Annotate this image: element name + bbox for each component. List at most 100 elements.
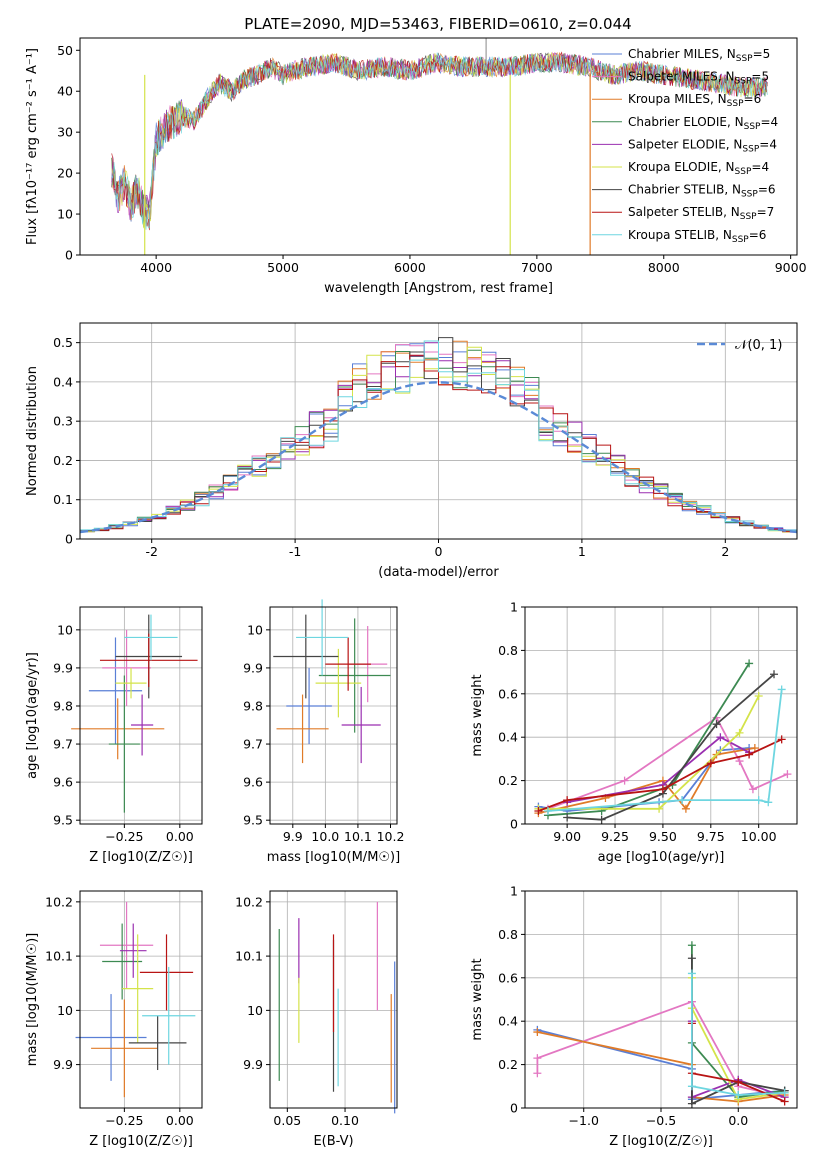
axes-frame [524, 890, 798, 1109]
plot-area [75, 901, 196, 1098]
legend-label: Salpeter STELIB, NSSP=7 [628, 205, 774, 222]
y-tick-label: 9.9 [243, 660, 263, 675]
y-tick-label: 10 [57, 622, 73, 637]
data-point-marker [783, 770, 792, 779]
plot-area [534, 659, 792, 824]
y-axis-label: mass weight [470, 958, 485, 1040]
y-tick-label: 10 [247, 622, 263, 637]
plot-area [111, 38, 768, 255]
x-tick-label: 10.2 [377, 829, 405, 844]
x-axis-label: Z [log10(Z/Z☉)] [609, 1134, 713, 1149]
x-tick-label: −1.0 [569, 1113, 599, 1128]
axes-frame [269, 890, 398, 1109]
data-point-marker [658, 785, 667, 794]
y-tick-label: 9.9 [243, 1057, 263, 1072]
figure-title: PLATE=2090, MJD=53463, FIBERID=0610, z=0… [244, 15, 631, 33]
y-tick-label: 30 [57, 125, 73, 140]
panel-mass-vs-Z: −0.25 0.00 9.9 10 10.1 10.2 Z [log10(Z/Z☉)] mas… [25, 890, 203, 1149]
data-point-marker [754, 691, 763, 700]
data-point-marker [754, 796, 763, 805]
data-point-marker [748, 785, 757, 794]
y-tick-label: 0.2 [53, 453, 73, 468]
x-tick-label: 1 [578, 544, 586, 559]
y-tick-label: 10 [57, 1003, 73, 1018]
x-axis-label: (data-model)/error [378, 565, 499, 580]
data-point-marker [687, 1099, 696, 1108]
y-tick-label: 0.1 [53, 492, 73, 507]
x-tick-label: 8000 [648, 260, 680, 275]
x-tick-label: 0.10 [331, 1113, 359, 1128]
x-tick-label: 0.00 [166, 829, 194, 844]
weight-series [691, 973, 785, 1096]
data-point-marker [597, 815, 606, 824]
y-axis-label: age [log10(age/yr)] [25, 652, 40, 779]
y-tick-label: 9.9 [53, 1057, 73, 1072]
x-axis-label: Z [log10(Z/Z☉)] [89, 850, 193, 865]
y-tick-label: 0.2 [498, 773, 518, 788]
histogram-series [80, 354, 797, 532]
x-tick-label: −0.5 [646, 1113, 676, 1128]
data-point-marker [734, 1077, 743, 1086]
axes-frame [79, 890, 203, 1109]
y-tick-label: 0.4 [53, 374, 73, 389]
panel-age-vs-mass: 9.9 10.0 10.1 10.2 9.5 9.6 9.7 9.8 9.9 10 mass [lo… [243, 599, 404, 865]
y-tick-label: 0.4 [498, 730, 518, 745]
plot-area [278, 901, 396, 1114]
y-tick-label: 9.8 [243, 698, 263, 713]
panel-age-vs-Z: −0.25 0.00 9.5 9.6 9.7 9.8 9.9 10 Z [log10(Z/Z☉)… [25, 606, 203, 865]
data-point-marker [681, 804, 690, 813]
legend-label: Kroupa ELODIE, NSSP=4 [628, 160, 769, 177]
y-tick-label: 0.8 [498, 927, 518, 942]
panel-residuals: -2 -1 0 1 2 0 0.1 0.2 0.3 0.4 0.5 (data-model)/erro… [25, 322, 798, 580]
legend-label: Chabrier ELODIE, NSSP=4 [628, 115, 778, 132]
data-point-marker [533, 1028, 542, 1037]
data-point-marker [533, 1069, 542, 1078]
x-tick-label: 9.50 [649, 829, 677, 844]
legend-label: Kroupa STELIB, NSSP=6 [628, 228, 766, 245]
data-point-marker [780, 1088, 789, 1097]
y-tick-label: 1 [510, 600, 518, 615]
legend-label: Salpeter ELODIE, NSSP=4 [628, 137, 777, 154]
y-tick-label: 20 [57, 166, 73, 181]
data-point-marker [687, 969, 696, 978]
x-tick-label: 9.75 [697, 829, 725, 844]
y-tick-label: 1 [510, 884, 518, 899]
data-point-marker [687, 954, 696, 963]
axes-frame [79, 37, 798, 256]
y-tick-label: 9.6 [243, 775, 263, 790]
y-tick-label: 10 [247, 1003, 263, 1018]
x-tick-label: 0.00 [166, 1113, 194, 1128]
x-tick-label: 2 [721, 544, 729, 559]
data-point-marker [745, 659, 754, 668]
x-tick-label: 4000 [140, 260, 172, 275]
spectrum-line [111, 51, 768, 230]
data-point-marker [687, 1082, 696, 1091]
y-tick-label: 0.5 [53, 335, 73, 350]
y-tick-label: 9.5 [243, 813, 263, 828]
axes-frame [79, 606, 203, 825]
y-tick-label: 0.3 [53, 414, 73, 429]
weight-series [538, 738, 783, 812]
weight-series [547, 716, 788, 810]
panel-weight-vs-Z: −1.0 −0.5 0.0 0 0.2 0.4 0.6 0.8 1 Z [log10(Z/Z☉)]… [470, 884, 798, 1149]
x-axis-label: E(B-V) [313, 1134, 353, 1149]
x-tick-label: 6000 [394, 260, 426, 275]
y-tick-label: 10.2 [235, 894, 263, 909]
y-tick-label: 50 [57, 43, 73, 58]
plot-area [71, 614, 198, 813]
plot-area [533, 941, 789, 1108]
y-tick-label: 9.5 [53, 813, 73, 828]
axes-frame [269, 606, 398, 825]
y-tick-label: 40 [57, 84, 73, 99]
x-tick-label: −0.25 [105, 829, 143, 844]
data-point-marker [735, 728, 744, 737]
panel-weight-vs-age: 9.00 9.25 9.50 9.75 10.00 0 0.2 0.4 0.6 0.8 1 age [… [470, 600, 798, 865]
x-tick-label: 5000 [267, 260, 299, 275]
x-tick-label: -1 [289, 544, 301, 559]
y-tick-label: 10.2 [45, 894, 73, 909]
axes-frame [79, 322, 798, 540]
data-point-marker [563, 796, 572, 805]
data-point-marker [716, 733, 725, 742]
y-tick-label: 9.7 [53, 737, 73, 752]
